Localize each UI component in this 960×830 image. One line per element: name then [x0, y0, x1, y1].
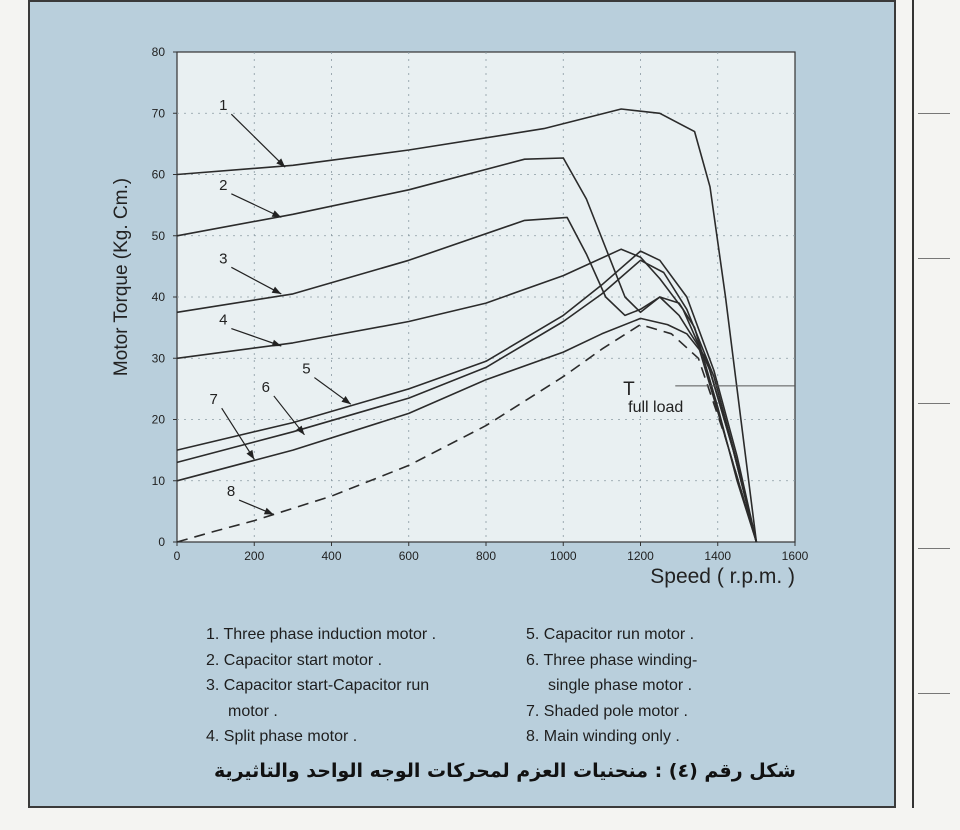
y-tick-label: 50: [152, 229, 166, 243]
x-tick-label: 1600: [782, 549, 809, 563]
legend-entry-6: 6. Three phase winding-: [526, 651, 698, 669]
curve-pointer-arrowhead: [263, 507, 274, 515]
curve-label-5: 5: [302, 361, 310, 378]
curve-pointer-3: [231, 266, 282, 295]
series-line-7: [176, 317, 758, 543]
curve-pointer-1: [230, 113, 286, 168]
curve-label-2: 2: [219, 177, 227, 194]
curve-pointer-arrowhead: [271, 210, 282, 218]
margin-tick: [918, 403, 950, 404]
curve-pointer-arrowhead: [341, 396, 351, 405]
curve-pointer-arrowhead: [271, 286, 282, 294]
curve-label-8: 8: [227, 483, 235, 500]
legend-left-column: 1. Three phase induction motor . 2. Capa…: [206, 622, 516, 750]
grid: [177, 52, 795, 542]
legend-entry-7: 7. Shaded pole motor .: [526, 702, 688, 720]
y-tick-label: 80: [152, 45, 166, 59]
curve-pointer-arrowhead: [276, 158, 286, 168]
series-layer: [176, 108, 758, 543]
x-tick-label: 1400: [704, 549, 731, 563]
series-line-8: [176, 323, 758, 543]
full-load-subscript: full load: [628, 399, 683, 416]
curve-label-6: 6: [262, 379, 270, 396]
legend-entry-3: 3. Capacitor start-Capacitor run: [206, 677, 430, 694]
y-tick-label: 0: [158, 535, 165, 549]
series-line-3: [176, 216, 758, 543]
curve-label-7: 7: [210, 391, 218, 408]
x-tick-label: 600: [399, 549, 419, 563]
y-axis-label: Motor Torque (Kg. Cm.): [111, 178, 132, 376]
x-tick-label: 0: [174, 549, 181, 563]
page-margin-rule: [912, 0, 914, 808]
figure-caption: شكل رقم (٤) : منحنيات العزم لمحركات الوج…: [213, 760, 796, 782]
margin-tick: [918, 113, 950, 114]
pointer-layer: 1 2 3 4 5 6 7 8: [210, 97, 352, 515]
legend-entry-1: 1. Three phase induction motor .: [206, 626, 437, 643]
margin-tick: [918, 548, 950, 549]
axes: 0 200 400 600 800 1000 1200 1400 1600 0 10 20 30 40 50…: [152, 45, 809, 563]
x-axis-label: Speed ( r.p.m. ): [650, 565, 795, 588]
full-load-symbol: T: [623, 379, 635, 400]
curve-pointer-7: [221, 407, 255, 460]
x-tick-label: 1000: [550, 549, 577, 563]
legend-entry-6-cont: single phase motor .: [548, 677, 693, 694]
y-tick-label: 20: [152, 413, 166, 427]
x-tick-label: 400: [321, 549, 341, 563]
curve-pointer-arrowhead: [296, 425, 305, 435]
x-tick-label: 200: [244, 549, 264, 563]
curve-label-1: 1: [219, 97, 227, 114]
series-line-5: [176, 250, 758, 543]
y-tick-label: 70: [152, 106, 166, 120]
legend-right-column: 5. Capacitor run motor . 6. Three phase …: [526, 622, 776, 750]
x-tick-label: 800: [476, 549, 496, 563]
curve-pointer-arrowhead: [246, 449, 255, 460]
series-line-1: [176, 108, 758, 543]
legend-entry-5: 5. Capacitor run motor .: [526, 626, 695, 643]
series-line-2: [176, 157, 758, 543]
legend-entry-2: 2. Capacitor start motor .: [206, 651, 383, 669]
series-line-6: [176, 259, 758, 543]
margin-tick: [918, 258, 950, 259]
legend-entry-3-cont: motor .: [228, 702, 278, 720]
legend-entry-4: 4. Split phase motor .: [206, 728, 358, 745]
legend-entry-8: 8. Main winding only .: [526, 728, 680, 745]
torque-speed-chart: 0 200 400 600 800 1000 1200 1400 1600 0 10 20 30 40 50…: [111, 45, 809, 588]
y-tick-label: 40: [152, 290, 166, 304]
x-tick-label: 1200: [627, 549, 654, 563]
curve-label-3: 3: [219, 250, 227, 267]
y-tick-label: 10: [152, 474, 166, 488]
margin-tick: [918, 693, 950, 694]
curve-pointer-arrowhead: [271, 339, 282, 347]
curve-label-4: 4: [219, 312, 227, 329]
y-tick-label: 60: [152, 168, 166, 182]
curve-pointer-2: [231, 193, 282, 218]
y-tick-label: 30: [152, 351, 166, 365]
